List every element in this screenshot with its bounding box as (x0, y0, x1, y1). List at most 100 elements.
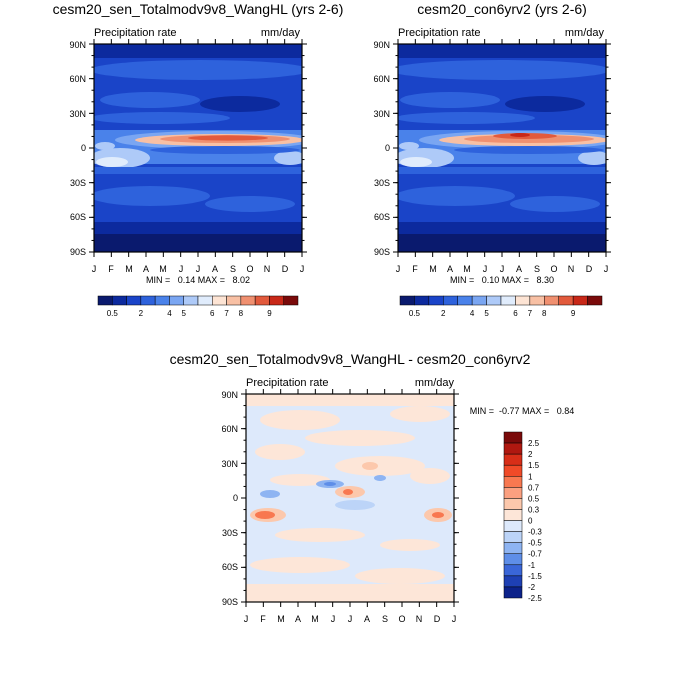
panel-3-stats: MIN = -0.77 MAX = 0.84 (470, 406, 575, 416)
panel-3-colorbar-swatch (503, 431, 523, 444)
panel-3-xtick: F (260, 614, 266, 624)
panel-1-ytick-90s: 90S (70, 247, 86, 257)
panel-1-xtick: N (264, 264, 271, 274)
panel-1-colorbar-tick-label: 5 (181, 309, 186, 318)
panel-1-left-label: Precipitation rate (94, 27, 177, 39)
panel-3-xtick: N (416, 614, 423, 624)
panel-3-colorbar-tick-label: -2 (528, 583, 536, 592)
panel-3-colorbar-tick-label: -1 (528, 561, 536, 570)
panel-3-units: mm/day (415, 377, 455, 389)
panel-1-colorbar-swatch (212, 295, 227, 306)
panel-2-colorbar-swatch (572, 295, 588, 306)
panel-1-xtick: D (282, 264, 289, 274)
panel-1-stats: MIN = 0.14 MAX = 8.02 (146, 275, 250, 285)
panel-2-ytick-90s: 90S (374, 247, 390, 257)
panel-3-ytick-60s: 60S (222, 562, 238, 572)
panel-1-colorbar-swatch (169, 295, 184, 306)
panel-2-colorbar-swatch (457, 295, 473, 306)
panel-1-ytick-30n: 30N (69, 109, 86, 119)
panel-2-colorbar-swatch (529, 295, 545, 306)
panel-1-colorbar-swatch (197, 295, 213, 306)
panel-2: cesm20_con6yrv2 (yrs 2-6) Precipitation … (373, 1, 609, 318)
panel-3-colorbar-swatch (503, 476, 523, 488)
panel-1-xtick: A (143, 264, 149, 274)
panel-1-xtick: J (179, 264, 184, 274)
panel-1-ytick-90n: 90N (69, 40, 86, 50)
panel-1-colorbar-tick-label: 9 (267, 309, 272, 318)
panel-2-xtick: O (550, 264, 557, 274)
panel-2-xtick: A (516, 264, 522, 274)
panel-3-colorbar: 2.5 2 1.5 1 0.7 0.5 0.3 0 -0.3 -0.5 -0.7 -1 -1.5 -2 -2… (503, 431, 542, 603)
panel-3-colorbar-swatch (503, 442, 523, 455)
panel-2-xtick: D (586, 264, 593, 274)
panel-1-ytick-60s: 60S (70, 212, 86, 222)
panel-1-colorbar-swatch (269, 295, 284, 306)
panel-3-xtick: J (348, 614, 353, 624)
panel-1-xtick: J (92, 264, 97, 274)
panel-3-colorbar-tick-label: 0.3 (528, 505, 540, 514)
panel-2-colorbar-swatch (500, 295, 516, 306)
panel-3-ytick-30s: 30S (222, 528, 238, 538)
panel-2-units: mm/day (565, 27, 605, 39)
panel-3-ytick-0: 0 (233, 493, 238, 503)
panel-1-colorbar-swatch (183, 295, 199, 306)
panel-1-colorbar-tick-label: 7 (224, 309, 229, 318)
panel-2-ytick-30s: 30S (374, 178, 390, 188)
panel-1-colorbar-tick-label: 2 (139, 309, 144, 318)
panel-2-xtick: F (412, 264, 418, 274)
panel-2-colorbar-swatch (428, 295, 444, 306)
panel-1-colorbar-swatch (283, 295, 299, 306)
panel-3-xtick: M (277, 614, 285, 624)
panel-1-xtick: J (196, 264, 201, 274)
panel-3-colorbar-tick-label: -1.5 (528, 572, 542, 581)
panel-3-colorbar-swatch (503, 487, 523, 499)
panel-1-colorbar: 0.5 2 4 5 6 7 8 9 (97, 295, 299, 318)
panel-3-colorbar-swatch (503, 553, 523, 566)
panel-3-colorbar-swatch (503, 498, 523, 510)
panel-3-colorbar-swatch (503, 564, 523, 577)
panel-3-colorbar-swatch (503, 464, 523, 477)
panel-3-colorbar-tick-label: 1 (528, 472, 533, 481)
panel-1-xtick: A (212, 264, 218, 274)
panel-1: cesm20_sen_Totalmodv9v8_WangHL (yrs 2-6)… (53, 1, 344, 318)
panel-3-colorbar-tick-label: -0.5 (528, 539, 542, 548)
panel-3-xtick: A (364, 614, 370, 624)
panel-1-colorbar-swatch (97, 295, 113, 306)
panel-2-colorbar-swatch (486, 295, 502, 306)
panel-1-colorbar-swatch (154, 295, 170, 306)
panel-3-colorbar-tick-label: 2 (528, 450, 533, 459)
panel-3-colorbar-tick-label: -2.5 (528, 594, 542, 603)
panel-1-ytick-30s: 30S (70, 178, 86, 188)
panel-3-colorbar-swatch (503, 453, 523, 466)
panel-2-left-label: Precipitation rate (398, 27, 481, 39)
panel-3-colorbar-swatch (503, 509, 523, 521)
panel-3-colorbar-tick-label: 0.5 (528, 494, 540, 503)
panel-1-ytick-0: 0 (81, 143, 86, 153)
panel-2-xtick: A (447, 264, 453, 274)
panel-2-xtick: J (604, 264, 609, 274)
panel-1-ytick-60n: 60N (69, 74, 86, 84)
panel-3-xtick: M (311, 614, 319, 624)
panel-1-colorbar-tick-label: 8 (239, 309, 244, 318)
panel-2-colorbar-tick-label: 7 (528, 309, 533, 318)
panel-3-xtick: J (331, 614, 336, 624)
panel-3-ytick-90s: 90S (222, 597, 238, 607)
panel-2-colorbar-swatch (399, 295, 415, 306)
panel-3-colorbar-tick-label: -0.3 (528, 528, 542, 537)
panel-3-colorbar-tick-label: -0.7 (528, 550, 542, 559)
panel-3-xtick: A (295, 614, 301, 624)
panel-2-ytick-60n: 60N (373, 74, 390, 84)
panel-3-xtick: O (398, 614, 405, 624)
panel-2-title: cesm20_con6yrv2 (yrs 2-6) (417, 1, 587, 17)
panel-2-xtick: S (534, 264, 540, 274)
panel-2-stats: MIN = 0.10 MAX = 8.30 (450, 275, 554, 285)
panel-3-colorbar-swatch (503, 531, 523, 543)
panel-2-xtick: M (429, 264, 437, 274)
panel-3-xtick: D (434, 614, 441, 624)
panel-3-colorbar-tick-label: 1.5 (528, 461, 540, 470)
panel-2-colorbar-swatch (515, 295, 531, 306)
panel-3-colorbar-tick-label: 2.5 (528, 439, 540, 448)
panel-3-xtick: J (452, 614, 457, 624)
panel-3-title: cesm20_sen_Totalmodv9v8_WangHL - cesm20_… (170, 351, 531, 367)
panel-3-ytick-60n: 60N (221, 424, 238, 434)
